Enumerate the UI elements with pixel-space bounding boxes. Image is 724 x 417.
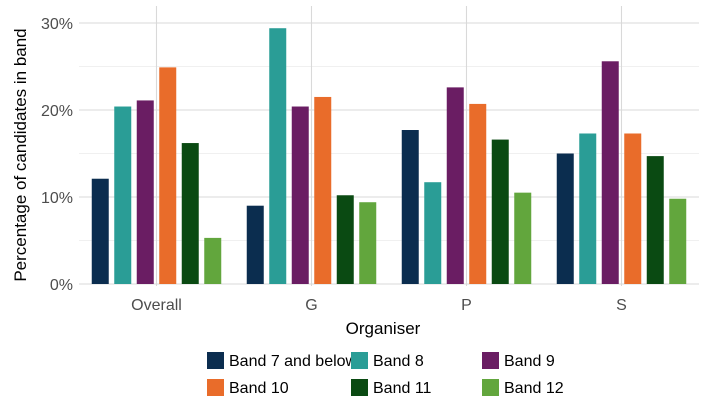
legend-swatch <box>207 379 224 396</box>
y-tick-label: 20% <box>41 103 73 120</box>
legend-label: Band 11 <box>373 380 432 397</box>
bar <box>424 182 442 284</box>
bar <box>514 192 532 284</box>
bar <box>114 106 132 285</box>
bar <box>159 67 177 285</box>
bar-layer <box>91 28 687 285</box>
bar <box>669 198 687 284</box>
legend-label: Band 10 <box>229 380 289 397</box>
bar <box>181 143 199 284</box>
bar <box>646 156 664 284</box>
y-tick-label: 10% <box>41 190 73 207</box>
bar <box>624 133 642 284</box>
bar <box>336 195 354 284</box>
legend: Band 7 and below Band 8 Band 9 Band 10 Band … <box>207 352 564 397</box>
legend-label: Band 12 <box>504 380 564 397</box>
legend-swatch <box>207 352 224 369</box>
legend-label: Band 9 <box>504 353 555 370</box>
bar <box>579 133 597 284</box>
bar <box>556 153 574 284</box>
legend-swatch <box>351 352 368 369</box>
x-tick-label: Overall <box>131 297 182 314</box>
bar <box>246 205 264 284</box>
bar <box>469 103 487 284</box>
legend-label: Band 7 and below <box>229 353 358 370</box>
bar <box>491 139 509 284</box>
bar <box>601 61 619 284</box>
bar <box>291 106 309 285</box>
bar <box>446 87 464 284</box>
legend-swatch <box>482 352 499 369</box>
legend-label: Band 8 <box>373 353 424 370</box>
legend-swatch <box>482 379 499 396</box>
bar <box>359 202 377 284</box>
x-tick-label: G <box>305 297 317 314</box>
bar <box>314 96 332 284</box>
x-axis-title: Organiser <box>346 319 421 338</box>
tick-layer: 0% 10% 20% 30% Overall G P S <box>41 16 627 314</box>
bar <box>136 100 154 285</box>
x-tick-label: P <box>461 297 472 314</box>
y-axis-title: Percentage of candidates in band <box>11 28 30 281</box>
y-tick-label: 0% <box>50 277 73 294</box>
bar <box>91 178 109 284</box>
bar <box>269 28 287 284</box>
y-tick-label: 30% <box>41 16 73 33</box>
bar <box>204 237 222 284</box>
bar <box>401 130 419 284</box>
x-tick-label: S <box>616 297 627 314</box>
legend-swatch <box>351 379 368 396</box>
